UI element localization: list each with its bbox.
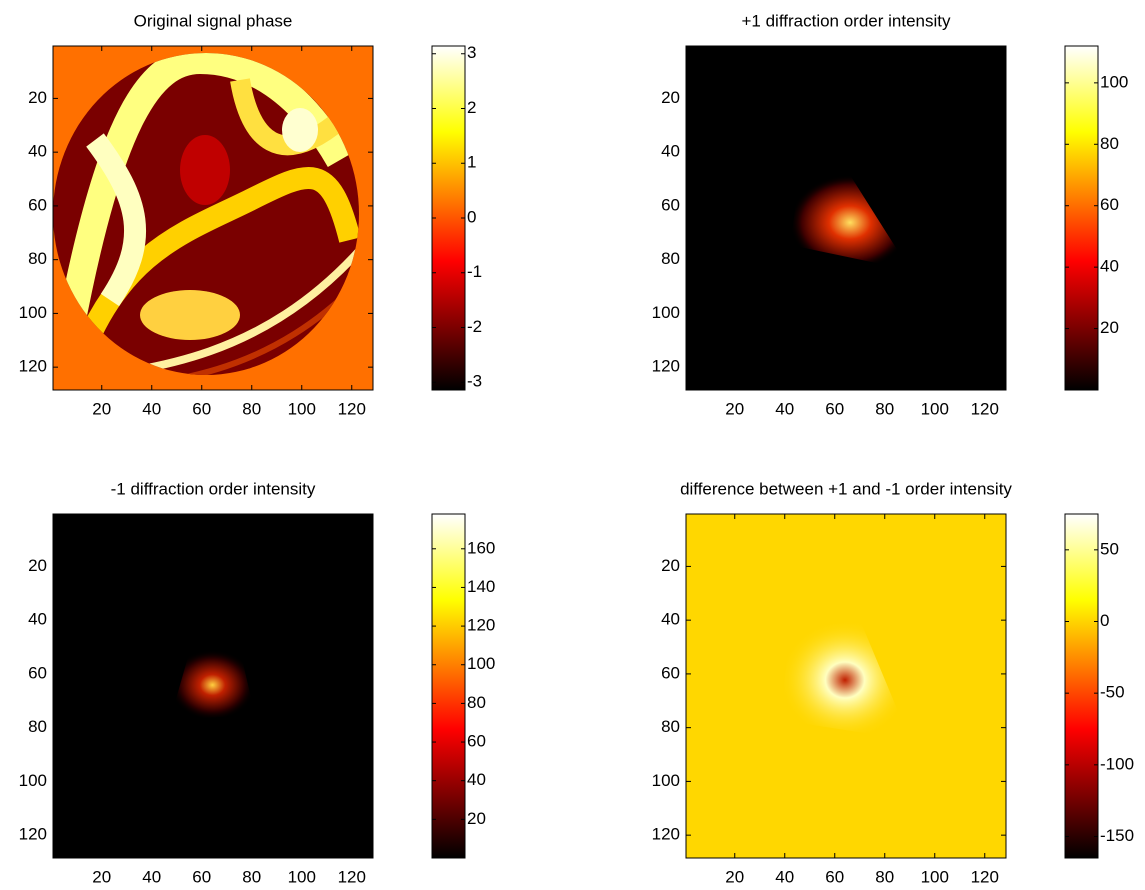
colorbar-tick-label: 140 — [467, 577, 495, 596]
colorbar-tick-label: 20 — [467, 809, 486, 828]
heatmap-image — [686, 514, 1006, 858]
x-tick-label: 120 — [338, 867, 366, 885]
colorbar-tick-label: 2 — [467, 98, 476, 117]
x-tick-label: 120 — [971, 399, 999, 418]
colorbar-tick-label: 100 — [467, 654, 495, 673]
y-tick-label: 20 — [28, 556, 47, 575]
heatmap-image — [686, 46, 1006, 390]
y-tick-label: 100 — [652, 303, 680, 322]
y-tick-label: 100 — [19, 771, 47, 790]
colorbar-tick-label: 0 — [1100, 611, 1109, 630]
y-tick-label: 120 — [19, 357, 47, 376]
y-tick-label: 100 — [19, 303, 47, 322]
x-tick-label: 40 — [142, 867, 161, 885]
x-tick-label: 120 — [971, 867, 999, 885]
axes-frame — [685, 513, 1007, 859]
y-tick-label: 20 — [661, 88, 680, 107]
colorbar-tick-label: 120 — [467, 616, 495, 635]
x-tick-label: 20 — [725, 399, 744, 418]
x-tick-label: 80 — [875, 867, 894, 885]
y-tick-label: 60 — [28, 663, 47, 682]
colorbar — [1064, 513, 1099, 859]
colorbar-tick-label: -3 — [467, 372, 482, 391]
y-tick-label: 40 — [661, 142, 680, 161]
y-tick-label: 60 — [28, 195, 47, 214]
colorbar-tick-label: 0 — [467, 207, 476, 226]
y-tick-label: 80 — [28, 249, 47, 268]
y-tick-label: 60 — [661, 663, 680, 682]
x-tick-label: 40 — [142, 399, 161, 418]
y-tick-label: 20 — [28, 88, 47, 107]
x-tick-label: 60 — [192, 399, 211, 418]
x-tick-label: 40 — [775, 399, 794, 418]
x-tick-label: 40 — [775, 867, 794, 885]
x-tick-label: 100 — [288, 399, 316, 418]
colorbar-tick-label: -1 — [467, 262, 482, 281]
axes-frame — [52, 45, 374, 391]
chart-title: difference between +1 and -1 order inten… — [680, 479, 1012, 498]
colorbar-tick-label: 100 — [1100, 72, 1128, 91]
x-tick-label: 60 — [825, 399, 844, 418]
x-tick-label: 20 — [92, 399, 111, 418]
y-tick-label: 120 — [652, 357, 680, 376]
axes-frame — [685, 45, 1007, 391]
y-tick-label: 80 — [661, 717, 680, 736]
colorbar-tick-label: 3 — [467, 43, 476, 62]
x-tick-label: 60 — [825, 867, 844, 885]
colorbar-tick-label: 20 — [1100, 318, 1119, 337]
x-tick-label: 20 — [92, 867, 111, 885]
colorbar-tick-label: -150 — [1100, 826, 1134, 845]
x-tick-label: 80 — [875, 399, 894, 418]
colorbar — [1064, 45, 1099, 391]
colorbar-tick-label: 60 — [467, 732, 486, 751]
chart-title: Original signal phase — [134, 11, 293, 30]
y-tick-label: 20 — [661, 556, 680, 575]
chart-title: -1 diffraction order intensity — [111, 479, 316, 498]
y-tick-label: 80 — [28, 717, 47, 736]
heatmap-image — [53, 514, 373, 858]
heatmap-image — [53, 46, 373, 390]
colorbar — [431, 45, 466, 391]
x-tick-label: 60 — [192, 867, 211, 885]
y-tick-label: 120 — [652, 825, 680, 844]
colorbar-tick-label: 80 — [467, 693, 486, 712]
colorbar-tick-label: -100 — [1100, 754, 1134, 773]
colorbar-tick-label: 60 — [1100, 195, 1119, 214]
x-tick-label: 20 — [725, 867, 744, 885]
axes-frame — [52, 513, 374, 859]
colorbar-tick-label: -50 — [1100, 683, 1125, 702]
y-tick-label: 80 — [661, 249, 680, 268]
y-tick-label: 40 — [28, 142, 47, 161]
colorbar-tick-label: 40 — [1100, 257, 1119, 276]
y-tick-label: 40 — [28, 610, 47, 629]
y-tick-label: 100 — [652, 771, 680, 790]
x-tick-label: 120 — [338, 399, 366, 418]
x-tick-label: 80 — [242, 867, 261, 885]
x-tick-label: 100 — [288, 867, 316, 885]
colorbar-tick-label: 40 — [467, 770, 486, 789]
colorbar-tick-label: 1 — [467, 153, 476, 172]
x-tick-label: 100 — [921, 399, 949, 418]
x-tick-label: 100 — [921, 867, 949, 885]
colorbar-tick-label: 80 — [1100, 134, 1119, 153]
y-tick-label: 60 — [661, 195, 680, 214]
y-tick-label: 120 — [19, 825, 47, 844]
y-tick-label: 40 — [661, 610, 680, 629]
colorbar-tick-label: 160 — [467, 538, 495, 557]
colorbar-tick-label: 50 — [1100, 539, 1119, 558]
colorbar — [431, 513, 466, 859]
colorbar-tick-label: -2 — [467, 317, 482, 336]
x-tick-label: 80 — [242, 399, 261, 418]
chart-title: +1 diffraction order intensity — [742, 11, 951, 30]
